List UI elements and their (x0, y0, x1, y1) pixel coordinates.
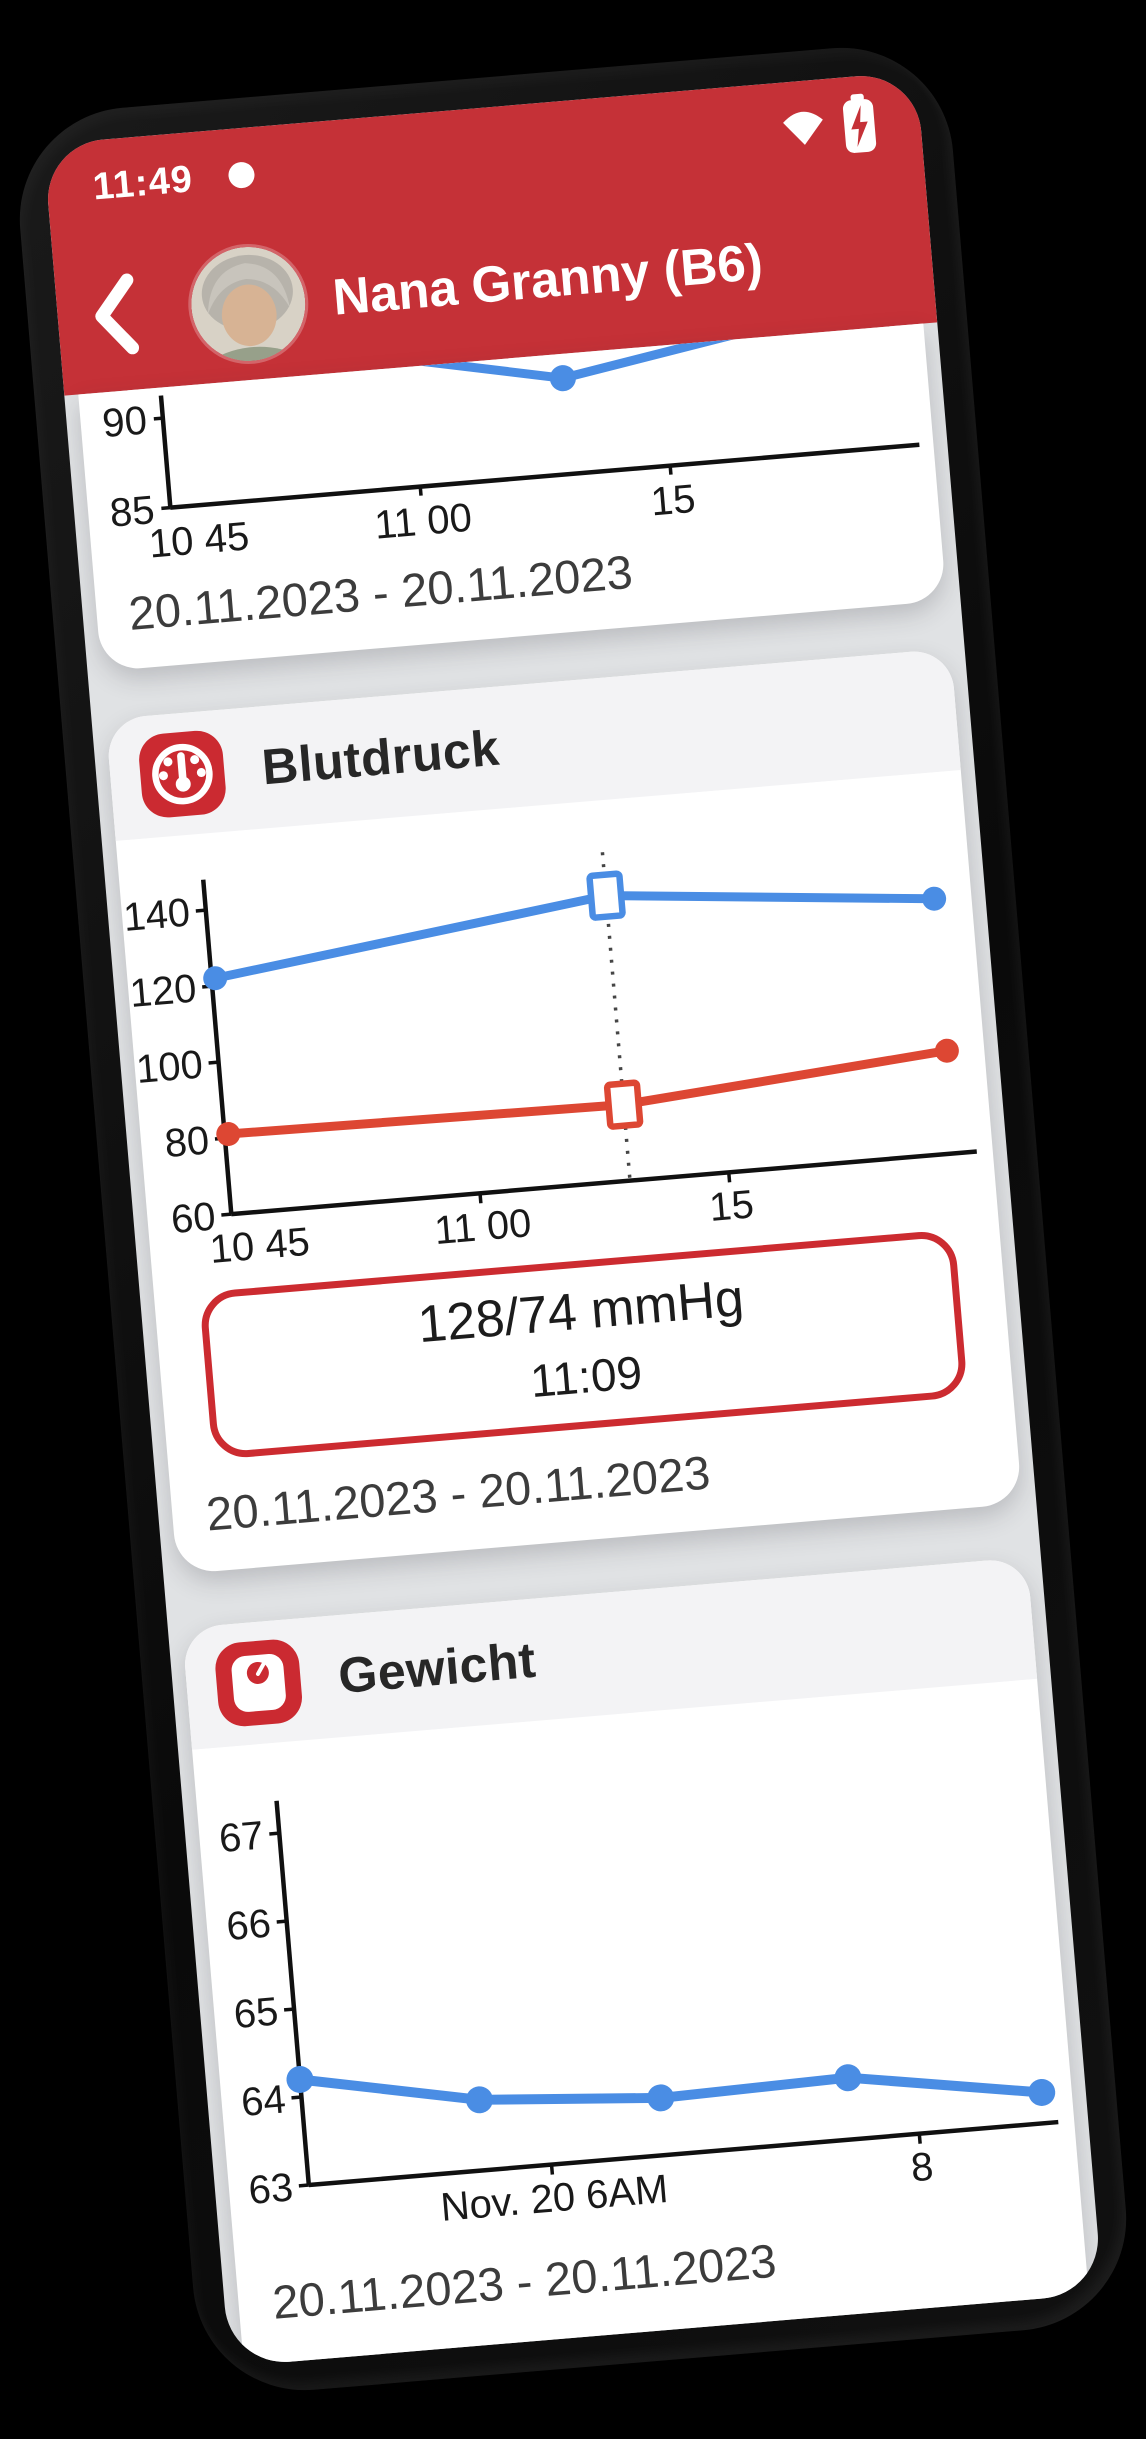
phone-frame: 11:49 (10, 38, 1136, 2400)
status-time: 11:49 (91, 157, 195, 208)
app-header: 11:49 (43, 71, 938, 396)
svg-text:8: 8 (909, 2145, 935, 2191)
svg-text:90: 90 (101, 398, 149, 447)
patient-photo (191, 246, 306, 365)
svg-text:80: 80 (163, 1118, 211, 1166)
back-chevron-icon (95, 273, 140, 355)
wifi-icon (783, 111, 823, 145)
status-icons (778, 92, 879, 160)
svg-text:11 00: 11 00 (433, 1201, 533, 1253)
avatar[interactable] (187, 242, 310, 365)
page-title: Nana Granny (B6) (330, 232, 765, 326)
svg-text:67: 67 (217, 1814, 265, 1862)
svg-text:10 45: 10 45 (208, 1219, 311, 1271)
scroll-content[interactable]: 90 85 10 45 11 00 15 20.11.2023 - 20.11.2023 (64, 322, 1102, 2367)
svg-text:15: 15 (708, 1182, 756, 1230)
card-title: Gewicht (336, 1631, 539, 1705)
status-bar: 11:49 (43, 71, 922, 222)
back-button[interactable] (88, 271, 147, 359)
svg-text:100: 100 (134, 1042, 204, 1091)
card-blutdruck-header: Blutdruck (105, 648, 961, 841)
blood-pressure-gauge-icon (137, 728, 228, 820)
card-title: Blutdruck (259, 719, 502, 796)
svg-text:11 00: 11 00 (373, 495, 474, 548)
svg-text:120: 120 (128, 966, 198, 1015)
svg-text:64: 64 (239, 2078, 287, 2126)
svg-text:10 45: 10 45 (147, 513, 251, 566)
status-dot (227, 161, 256, 190)
app-bar: Nana Granny (B6) (50, 149, 938, 404)
phone-screen: 11:49 (43, 71, 1103, 2367)
svg-text:140: 140 (122, 890, 192, 939)
card-blutdruck: Blutdruck 140 120 100 80 60 10 45 11 00 15 128/… (105, 648, 1023, 1575)
card-gewicht: Gewicht 67 66 65 64 63 Nov. 20 6AM 8 20.11.202… (181, 1557, 1094, 2367)
svg-text:63: 63 (247, 2166, 295, 2214)
svg-text:15: 15 (649, 476, 697, 525)
card-gewicht-header: Gewicht (181, 1557, 1038, 1750)
svg-text:66: 66 (225, 1902, 273, 1950)
battery-charging-icon (842, 93, 877, 153)
svg-text:85: 85 (108, 487, 156, 536)
svg-text:60: 60 (169, 1194, 217, 1242)
weight-scale-icon (213, 1637, 305, 1729)
svg-text:65: 65 (232, 1990, 280, 2038)
